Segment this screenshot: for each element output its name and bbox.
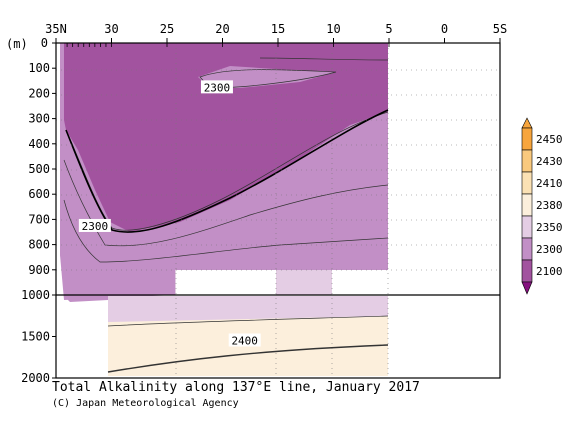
- colorbar-swatch: [521, 237, 533, 261]
- x-tick-label: 10: [326, 22, 340, 36]
- gap-25-15: [176, 270, 276, 295]
- contour-label-bg: [228, 333, 261, 347]
- lower-panel-fill: [64, 296, 388, 376]
- colorbar-label: 2350: [536, 221, 563, 234]
- colorbar-swatch: [521, 127, 533, 151]
- x-tick-label: 5: [385, 22, 392, 36]
- colorbar: 2450 2430 2410 2380 2350 2300 2100: [521, 117, 563, 295]
- contour-label: 2400: [231, 334, 258, 347]
- chart-credit: (C) Japan Meteorological Agency: [52, 398, 239, 409]
- region-below-2300: [64, 43, 388, 232]
- y-tick-label: 700: [28, 212, 50, 226]
- y-tick-label: 1500: [21, 330, 50, 344]
- colorbar-swatch: [521, 171, 533, 195]
- contour-labels: 2300 2300 2400: [78, 80, 261, 347]
- y-tick-label: 500: [28, 162, 50, 176]
- y-tick-label: 900: [28, 263, 50, 277]
- contour-label-bg: [78, 218, 111, 232]
- colorbar-swatch: [521, 259, 533, 283]
- y-tick-label: 200: [28, 86, 50, 100]
- colorbar-swatch: [521, 215, 533, 239]
- station-ticks: [66, 43, 390, 47]
- x-axis-ticks: 35N 30 25 20 15 10 5 0 5S: [45, 22, 507, 43]
- contour-line: [63, 159, 389, 247]
- contour-line: [259, 57, 389, 61]
- contour-2300: [65, 109, 389, 233]
- x-tick-label: 25: [160, 22, 174, 36]
- y-axis-ticks: 100 200 300 400 500 600 700 800 900 1000 0 1500 2000: [21, 36, 56, 385]
- y-tick-label: 2000: [21, 371, 50, 385]
- colorbar-label: 2380: [536, 199, 563, 212]
- contour-line: [107, 315, 389, 327]
- colorbar-label: 2430: [536, 155, 563, 168]
- colorbar-label: 2300: [536, 243, 563, 256]
- y-tick-label: 400: [28, 137, 50, 151]
- y-tick-label: 800: [28, 238, 50, 252]
- colorbar-swatch: [521, 193, 533, 217]
- y-tick-label: 0: [41, 36, 48, 50]
- colorbar-bottom-cap: [521, 281, 533, 295]
- x-tick-label: 30: [104, 22, 118, 36]
- x-tick-label: 35N: [45, 22, 67, 36]
- gap-10-5: [332, 270, 389, 295]
- contour-lines: [63, 57, 389, 373]
- chart-title: Total Alkalinity along 137°E line, Janua…: [52, 380, 420, 395]
- colorbar-label: 2100: [536, 265, 563, 278]
- colorbar-top-cap: [521, 117, 533, 129]
- colorbar-swatch: [521, 149, 533, 173]
- colorbar-label: 2410: [536, 177, 563, 190]
- grid-dots: [56, 43, 500, 378]
- y-tick-label: 100: [28, 61, 50, 75]
- y-tick-label: 600: [28, 187, 50, 201]
- contour-label-bg: [200, 80, 233, 94]
- region-lower-purple: [108, 296, 388, 322]
- y-tick-label: 1000: [21, 288, 50, 302]
- region-deep-left: [60, 255, 175, 300]
- contour-line: [107, 344, 389, 373]
- contour-line: [63, 199, 389, 263]
- x-tick-label: 0: [441, 22, 448, 36]
- contour-label: 2300: [82, 220, 109, 233]
- x-tick-label: 15: [271, 22, 285, 36]
- x-tick-label: 20: [215, 22, 229, 36]
- colorbar-label: 2450: [536, 133, 563, 146]
- contour-line: [199, 69, 337, 89]
- region-lower-left: [64, 296, 108, 302]
- upper-panel-fill: [60, 43, 389, 300]
- contour-label: 2300: [204, 81, 231, 94]
- y-axis-label: (m): [6, 37, 28, 51]
- x-tick-label: 5S: [493, 22, 507, 36]
- y-tick-label: 300: [28, 112, 50, 126]
